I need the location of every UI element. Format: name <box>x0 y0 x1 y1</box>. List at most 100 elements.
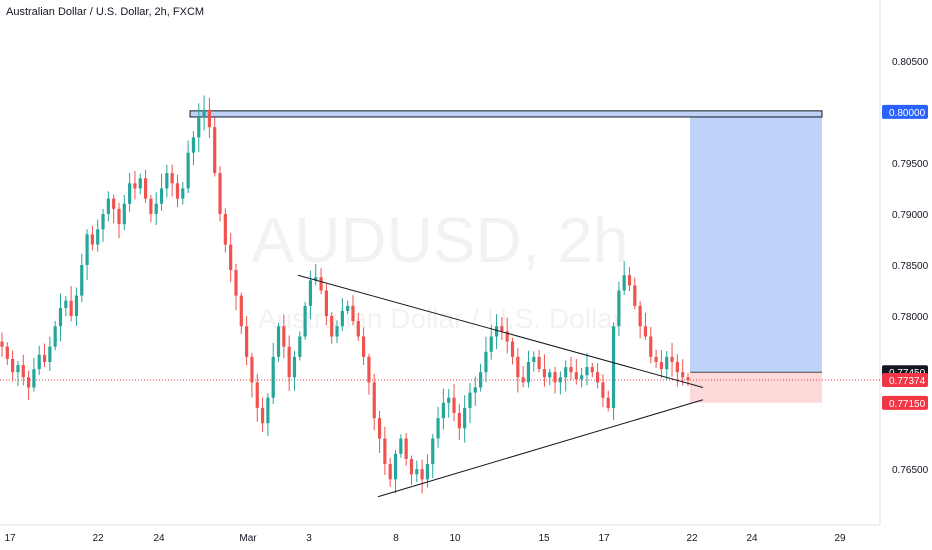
candle-body <box>409 458 414 475</box>
chart-title: Australian Dollar / U.S. Dollar, 2h, FXC… <box>6 6 205 18</box>
candle-body <box>601 382 605 398</box>
y-tick-label: 0.79000 <box>892 210 929 221</box>
target-price-label: 0.80000 <box>889 108 926 119</box>
candle-body <box>85 234 89 265</box>
candle-body <box>96 229 100 245</box>
candle-body <box>271 356 275 398</box>
candle-body <box>186 152 190 189</box>
candle-body <box>372 382 376 419</box>
candle-body <box>638 305 642 327</box>
candle-body <box>681 372 685 378</box>
upper-trendline[interactable] <box>297 274 704 388</box>
current-price-label: 0.77374 <box>889 376 926 387</box>
x-tick-label: 24 <box>746 533 758 544</box>
candle-body <box>106 198 110 214</box>
candle-body <box>287 346 291 378</box>
candle-body <box>37 354 41 370</box>
candle-body <box>69 300 73 317</box>
candle-body <box>255 382 259 408</box>
target-price-label-bg <box>882 104 928 119</box>
candle-body <box>324 290 328 317</box>
candle-body <box>585 367 589 376</box>
candle-body <box>74 295 79 317</box>
candle-body <box>191 137 196 153</box>
candle-body <box>356 321 360 337</box>
candle-body <box>48 346 52 362</box>
candle-body <box>260 407 265 424</box>
stop-price-label: 0.77150 <box>889 399 926 410</box>
x-tick-label: 24 <box>153 533 165 544</box>
candle-body <box>154 203 158 214</box>
candle-body <box>457 413 461 429</box>
candle-body <box>42 354 47 362</box>
candle-body <box>213 127 217 174</box>
candle-body <box>218 173 222 214</box>
x-tick-label: 8 <box>393 533 399 544</box>
candle-body <box>21 365 25 378</box>
candle-body <box>367 356 371 383</box>
candle-body <box>165 173 169 189</box>
candle-body <box>282 326 286 347</box>
candle-body <box>112 198 116 209</box>
candle-body <box>122 203 126 225</box>
candle-body <box>484 351 488 373</box>
watermark-symbol: AUDUSD, 2h <box>252 204 629 276</box>
candle-body <box>11 358 15 373</box>
candle-body <box>569 367 573 373</box>
x-tick-label: 22 <box>686 533 698 544</box>
candle-body <box>463 407 467 429</box>
candle-body <box>606 397 610 408</box>
candle-body <box>574 372 578 380</box>
candle-body <box>245 326 249 357</box>
candle-body <box>510 341 515 357</box>
resistance-box[interactable] <box>189 110 823 118</box>
candle-body <box>622 275 626 291</box>
candle-body <box>643 326 648 337</box>
y-tick-label: 0.78500 <box>892 261 929 272</box>
candle-body <box>340 310 344 327</box>
candle-body <box>138 178 142 189</box>
candle-body <box>319 277 323 291</box>
candle-body <box>590 367 594 373</box>
candle-body <box>16 365 20 373</box>
lower-trendline[interactable] <box>377 399 704 498</box>
candle-body <box>32 369 36 388</box>
candle-body <box>654 356 658 362</box>
candle-body <box>128 183 132 204</box>
candle-body <box>346 305 350 311</box>
candle-body <box>229 244 233 271</box>
candle-body <box>149 198 153 214</box>
candle-body <box>627 275 632 286</box>
candle-body <box>250 356 254 383</box>
candle-body <box>404 438 408 459</box>
y-tick-label: 0.80500 <box>892 57 929 68</box>
x-tick-label: 17 <box>4 533 16 544</box>
candle-body <box>276 326 281 357</box>
candle-body <box>101 213 105 230</box>
candle-body <box>548 372 552 378</box>
candle-body <box>170 173 174 184</box>
candle-body <box>452 397 456 414</box>
y-tick-label: 0.76500 <box>892 465 929 476</box>
candle-body <box>377 418 382 439</box>
x-tick-label: Mar <box>239 533 257 544</box>
x-tick-label: 17 <box>598 533 610 544</box>
candle-body <box>362 336 366 357</box>
candle-body <box>175 183 180 199</box>
target-zone[interactable] <box>690 111 822 373</box>
candle-body <box>489 336 493 352</box>
candle-body <box>611 326 616 408</box>
candle-body <box>117 208 121 225</box>
candle-body <box>308 280 313 306</box>
watermark-name: Australian Dollar / U.S. Dollar <box>258 303 622 334</box>
candle-body <box>351 305 355 322</box>
candle-body <box>181 188 185 199</box>
candle-body <box>580 375 584 380</box>
candle-body <box>473 387 477 393</box>
stop-zone[interactable] <box>690 372 822 403</box>
candle-body <box>553 372 557 383</box>
candle-body <box>425 464 430 480</box>
candle-body <box>234 270 238 296</box>
candle-body <box>5 346 9 359</box>
